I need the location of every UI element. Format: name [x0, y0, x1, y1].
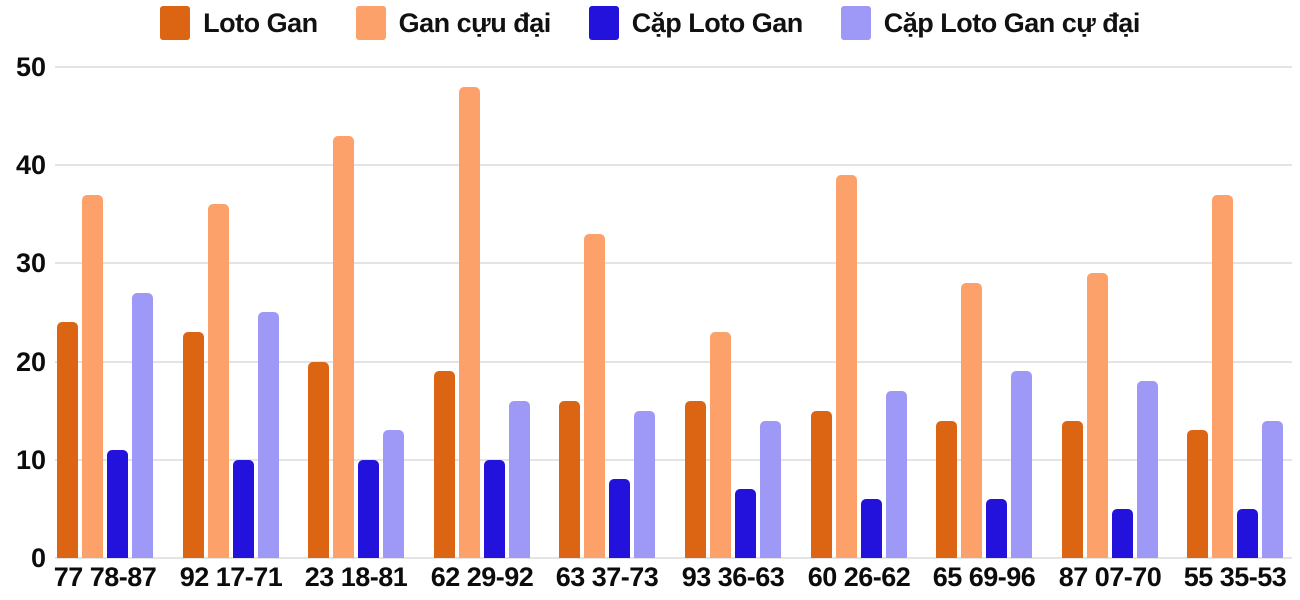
bar-loto-gan-1[interactable] — [183, 332, 204, 558]
bar-loto-gan-8[interactable] — [1062, 421, 1083, 558]
y-tick-label: 50 — [15, 52, 46, 82]
x-axis-label: 65 69-96 — [932, 562, 1036, 592]
bar-loto-gan-3[interactable] — [434, 371, 455, 558]
bar-gan-c-u-i-4[interactable] — [584, 234, 605, 558]
y-tick-label: 30 — [15, 248, 46, 278]
gridline-40 — [55, 164, 1292, 166]
bar-c-p-loto-gan-c-i-4[interactable] — [634, 411, 655, 558]
bar-c-p-loto-gan-2[interactable] — [358, 460, 379, 558]
bar-gan-c-u-i-2[interactable] — [333, 136, 354, 558]
bar-c-p-loto-gan-0[interactable] — [107, 450, 128, 558]
chart-legend: Loto Gan Gan cựu đại Cặp Loto Gan Cặp Loto … — [0, 6, 1300, 40]
bar-gan-c-u-i-7[interactable] — [961, 283, 982, 558]
legend-item-1[interactable]: Gan cựu đại — [355, 6, 552, 40]
bar-group-4 — [559, 67, 655, 558]
bar-loto-gan-4[interactable] — [559, 401, 580, 558]
bar-c-p-loto-gan-6[interactable] — [861, 499, 882, 558]
legend-label: Cặp Loto Gan — [631, 7, 804, 38]
bar-group-7 — [936, 67, 1032, 558]
bar-gan-c-u-i-5[interactable] — [710, 332, 731, 558]
bar-group-2 — [308, 67, 404, 558]
bar-loto-gan-7[interactable] — [936, 421, 957, 558]
x-axis-label: 93 36-63 — [681, 562, 785, 592]
bar-c-p-loto-gan-c-i-5[interactable] — [760, 421, 781, 558]
gridline-20 — [55, 361, 1292, 363]
bar-loto-gan-0[interactable] — [57, 322, 78, 558]
bar-c-p-loto-gan-c-i-7[interactable] — [1011, 371, 1032, 558]
y-tick-label: 40 — [15, 150, 46, 180]
legend-item-0[interactable]: Loto Gan — [160, 6, 318, 40]
gridline-0 — [55, 557, 1292, 559]
x-axis-label: 55 35-53 — [1183, 562, 1287, 592]
gridline-10 — [55, 459, 1292, 461]
gridline-30 — [55, 262, 1292, 264]
bar-c-p-loto-gan-8[interactable] — [1112, 509, 1133, 558]
bar-group-5 — [685, 67, 781, 558]
x-axis-label: 63 37-73 — [555, 562, 659, 592]
x-axis-label: 77 78-87 — [53, 562, 157, 592]
x-axis-label: 87 07-70 — [1058, 562, 1162, 592]
gridline-50 — [55, 66, 1292, 68]
x-axis-label: 62 29-92 — [430, 562, 534, 592]
bar-c-p-loto-gan-c-i-1[interactable] — [258, 312, 279, 558]
bar-c-p-loto-gan-3[interactable] — [484, 460, 505, 558]
bar-loto-gan-2[interactable] — [308, 362, 329, 558]
bar-loto-gan-9[interactable] — [1187, 430, 1208, 558]
legend-swatch-icon — [588, 6, 619, 40]
legend-item-2[interactable]: Cặp Loto Gan — [588, 6, 804, 40]
x-axis-label: 60 26-62 — [807, 562, 911, 592]
bar-c-p-loto-gan-c-i-0[interactable] — [132, 293, 153, 558]
bar-c-p-loto-gan-c-i-9[interactable] — [1262, 421, 1283, 558]
y-tick-label: 0 — [30, 543, 46, 573]
bar-group-6 — [811, 67, 907, 558]
bar-group-0 — [57, 67, 153, 558]
bar-group-9 — [1187, 67, 1283, 558]
bar-gan-c-u-i-6[interactable] — [836, 175, 857, 558]
bar-c-p-loto-gan-c-i-2[interactable] — [383, 430, 404, 558]
bar-c-p-loto-gan-c-i-8[interactable] — [1137, 381, 1158, 558]
legend-swatch-icon — [160, 6, 191, 40]
bar-c-p-loto-gan-5[interactable] — [735, 489, 756, 558]
bar-c-p-loto-gan-4[interactable] — [609, 479, 630, 558]
bar-c-p-loto-gan-c-i-6[interactable] — [886, 391, 907, 558]
bar-loto-gan-5[interactable] — [685, 401, 706, 558]
bar-gan-c-u-i-9[interactable] — [1212, 195, 1233, 558]
bar-gan-c-u-i-1[interactable] — [208, 204, 229, 558]
bar-c-p-loto-gan-7[interactable] — [986, 499, 1007, 558]
bar-gan-c-u-i-8[interactable] — [1087, 273, 1108, 558]
bar-loto-gan-6[interactable] — [811, 411, 832, 558]
bar-c-p-loto-gan-9[interactable] — [1237, 509, 1258, 558]
y-tick-label: 20 — [15, 347, 46, 377]
bar-group-1 — [183, 67, 279, 558]
legend-label: Loto Gan — [203, 7, 318, 38]
bar-c-p-loto-gan-1[interactable] — [233, 460, 254, 558]
legend-label: Cặp Loto Gan cự đại — [883, 7, 1141, 38]
bar-gan-c-u-i-3[interactable] — [459, 87, 480, 558]
x-axis-label: 92 17-71 — [179, 562, 283, 592]
bar-group-8 — [1062, 67, 1158, 558]
bar-gan-c-u-i-0[interactable] — [82, 195, 103, 558]
legend-item-3[interactable]: Cặp Loto Gan cự đại — [840, 6, 1141, 40]
legend-swatch-icon — [840, 6, 871, 40]
legend-label: Gan cựu đại — [398, 7, 552, 38]
y-tick-label: 10 — [15, 445, 46, 475]
x-axis-label: 23 18-81 — [304, 562, 408, 592]
legend-swatch-icon — [355, 6, 386, 40]
bar-c-p-loto-gan-c-i-3[interactable] — [509, 401, 530, 558]
bar-group-3 — [434, 67, 530, 558]
